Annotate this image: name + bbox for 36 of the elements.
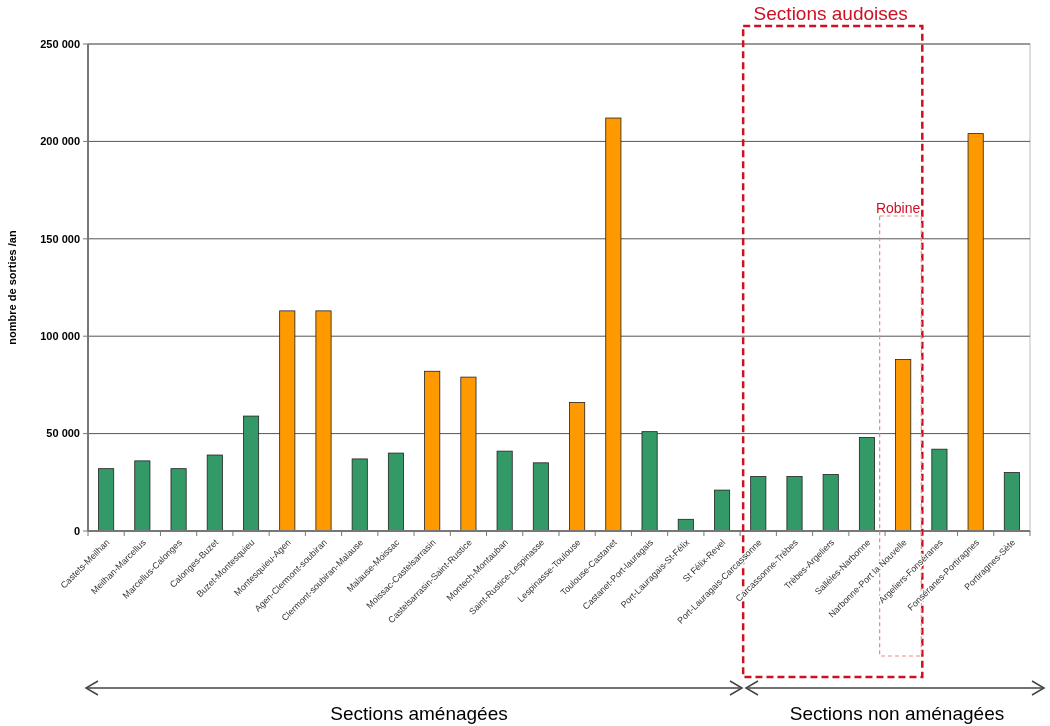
bar xyxy=(605,117,622,532)
bar xyxy=(134,460,151,532)
y-tick-label: 250 000 xyxy=(40,37,80,50)
bar xyxy=(279,310,296,532)
bar xyxy=(858,437,875,532)
bar xyxy=(750,476,767,532)
bar xyxy=(315,310,332,532)
y-tick-label: 200 000 xyxy=(40,135,80,148)
bar xyxy=(931,448,948,532)
y-tick-label: 50 000 xyxy=(46,427,80,440)
bar xyxy=(206,454,223,532)
text: Sections aménagées xyxy=(330,703,508,724)
y-axis-title: nombre de sorties /an xyxy=(6,230,18,345)
bar xyxy=(532,462,549,532)
bar xyxy=(641,431,658,532)
text: Sections audoises xyxy=(753,3,908,24)
bar xyxy=(424,370,441,532)
y-tick-label: 0 xyxy=(73,524,80,537)
bar xyxy=(714,489,731,532)
annotation: Robine xyxy=(875,200,921,216)
bar xyxy=(351,458,368,532)
bar xyxy=(822,474,839,532)
bar xyxy=(170,468,187,532)
text: Sections non aménagées xyxy=(789,703,1005,724)
bar xyxy=(569,402,586,532)
bar xyxy=(387,452,404,532)
y-tick-label: 150 000 xyxy=(40,232,80,245)
bar xyxy=(967,133,984,532)
bar xyxy=(496,450,513,532)
bar xyxy=(1003,472,1020,532)
bar xyxy=(460,376,477,532)
bar xyxy=(243,415,260,532)
bar xyxy=(786,476,803,532)
y-tick-label: 100 000 xyxy=(40,330,80,343)
bar xyxy=(98,468,115,532)
bar xyxy=(895,359,912,532)
